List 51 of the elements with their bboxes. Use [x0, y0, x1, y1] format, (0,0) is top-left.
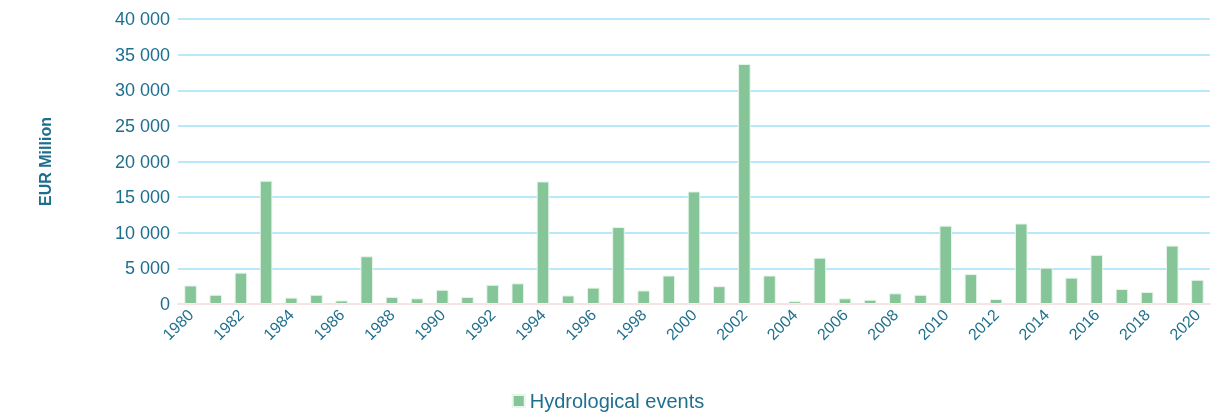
- bar: [360, 256, 374, 304]
- bar: [1165, 245, 1179, 304]
- bar: [1014, 223, 1028, 304]
- bar: [889, 293, 902, 304]
- bar: [1140, 291, 1154, 304]
- bar: [511, 283, 525, 304]
- bar: [712, 286, 726, 304]
- y-tick-label: 30 000: [114, 80, 170, 101]
- y-tick-label: 0: [159, 294, 170, 314]
- bar: [964, 274, 978, 304]
- bar: [637, 290, 650, 304]
- bar: [234, 272, 248, 304]
- bar: [738, 63, 751, 304]
- bar: [1191, 279, 1204, 304]
- bar: [486, 284, 499, 304]
- bar: [461, 296, 474, 304]
- bar: [410, 298, 424, 304]
- y-tick-label: 35 000: [114, 44, 170, 65]
- bar: [763, 275, 776, 304]
- bar: [914, 294, 927, 304]
- bar: [536, 181, 550, 304]
- legend-label: Hydrological events: [529, 390, 705, 412]
- bar: [838, 298, 852, 304]
- y-tick-label: 15 000: [114, 187, 170, 208]
- y-tick-label: 20 000: [114, 151, 170, 172]
- bar: [1115, 289, 1129, 304]
- bar: [335, 300, 348, 304]
- y-tick-label: 40 000: [114, 9, 170, 29]
- bar: [863, 299, 877, 304]
- bar: [989, 299, 1003, 304]
- bar: [385, 296, 399, 304]
- y-tick-label: 10 000: [114, 222, 170, 243]
- bar: [284, 297, 298, 304]
- y-tick-label: 25 000: [114, 115, 170, 136]
- bar: [184, 285, 197, 304]
- bar: [662, 275, 676, 304]
- bar: [1090, 254, 1104, 304]
- bar: [687, 191, 701, 304]
- bar: [259, 180, 273, 304]
- bar: [1040, 267, 1053, 304]
- bar: [561, 295, 575, 304]
- y-axis-title: EUR Million: [36, 117, 54, 206]
- bar: [939, 225, 952, 304]
- bar: [209, 294, 223, 304]
- bar: [310, 294, 323, 304]
- bar: [612, 227, 625, 304]
- bar: [1065, 277, 1078, 304]
- bar: [436, 289, 449, 304]
- bar: [587, 287, 600, 304]
- bar: [813, 257, 827, 304]
- y-tick-label: 5 000: [124, 258, 170, 279]
